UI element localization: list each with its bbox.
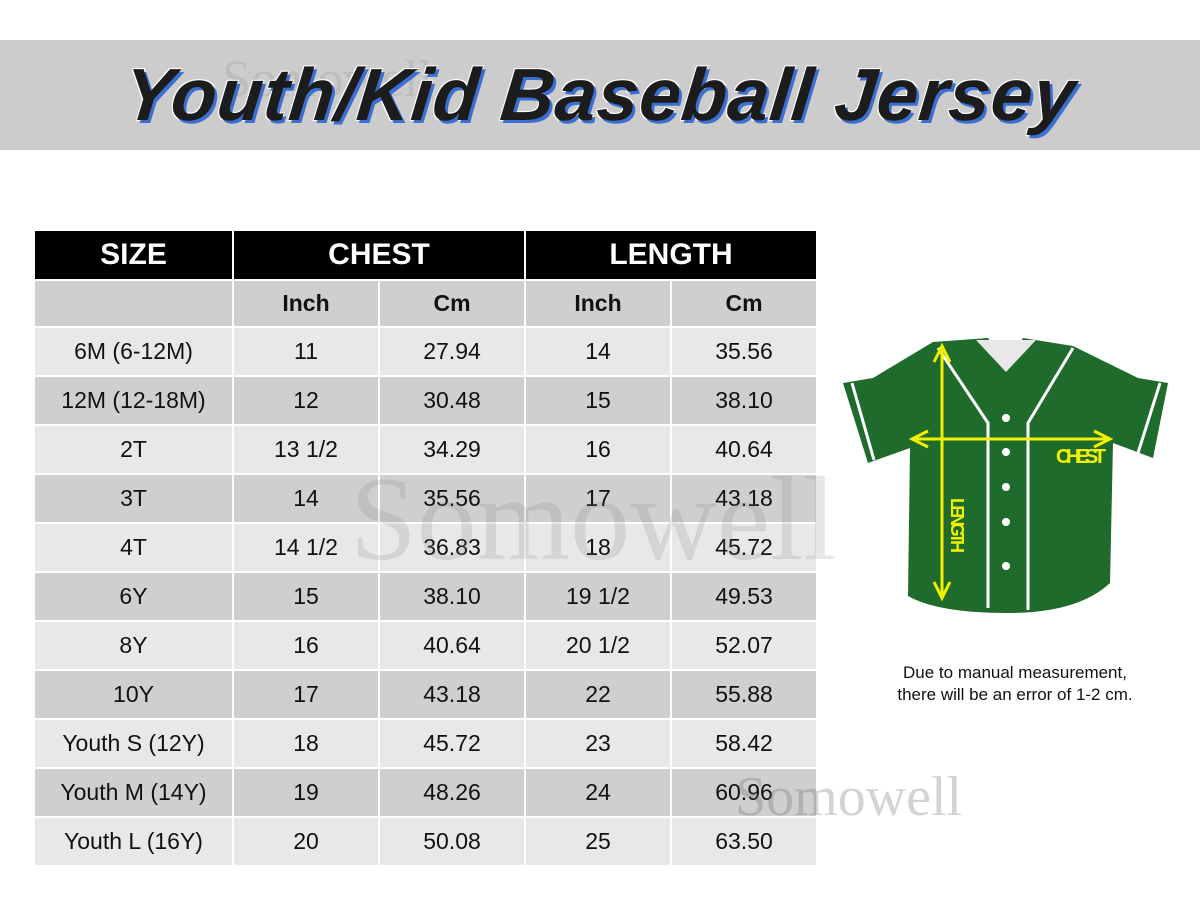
table-row: 4T 14 1/2 36.83 18 45.72 (35, 524, 816, 571)
note-line-2: there will be an error of 1-2 cm. (897, 685, 1133, 704)
length-inch-cell: 16 (526, 426, 670, 473)
table-row: 10Y 17 43.18 22 55.88 (35, 671, 816, 718)
length-inch-cell: 23 (526, 720, 670, 767)
length-inch-cell: 14 (526, 328, 670, 375)
chest-inch-cell: 15 (234, 573, 378, 620)
subheader-cell (35, 281, 232, 326)
chest-cm-cell: 36.83 (380, 524, 524, 571)
jersey-diagram: CHEST LENGTH (843, 338, 1168, 613)
size-cell: 10Y (35, 671, 232, 718)
chest-inch-cell: 17 (234, 671, 378, 718)
length-cm-cell: 60.96 (672, 769, 816, 816)
size-cell: Youth M (14Y) (35, 769, 232, 816)
sleeve-stripe (1136, 382, 1162, 454)
subheader-cell: Inch (234, 281, 378, 326)
note-line-1: Due to manual measurement, (903, 663, 1127, 682)
table-row: Youth L (16Y) 20 50.08 25 63.50 (35, 818, 816, 865)
chest-inch-cell: 20 (234, 818, 378, 865)
size-chart-table: SIZE CHEST LENGTH Inch Cm Inch Cm 6M (6-… (33, 229, 818, 867)
size-cell: 12M (12-18M) (35, 377, 232, 424)
table-row: Youth S (12Y) 18 45.72 23 58.42 (35, 720, 816, 767)
length-cm-cell: 38.10 (672, 377, 816, 424)
chest-inch-cell: 11 (234, 328, 378, 375)
chest-cm-cell: 40.64 (380, 622, 524, 669)
chest-cm-cell: 50.08 (380, 818, 524, 865)
size-cell: 3T (35, 475, 232, 522)
length-inch-cell: 22 (526, 671, 670, 718)
length-cm-cell: 40.64 (672, 426, 816, 473)
subheader-cell: Cm (380, 281, 524, 326)
length-cm-cell: 58.42 (672, 720, 816, 767)
header-size: SIZE (35, 231, 232, 279)
chest-cm-cell: 35.56 (380, 475, 524, 522)
size-cell: 8Y (35, 622, 232, 669)
length-label: LENGTH (947, 498, 967, 553)
chest-inch-cell: 13 1/2 (234, 426, 378, 473)
piping (1026, 347, 1075, 610)
size-cell: 2T (35, 426, 232, 473)
measure-arrows (908, 342, 1114, 602)
length-cm-cell: 45.72 (672, 524, 816, 571)
jersey-body (843, 338, 1168, 613)
chest-inch-cell: 14 1/2 (234, 524, 378, 571)
length-inch-cell: 17 (526, 475, 670, 522)
sleeve-stripe (850, 382, 876, 461)
table-row: 2T 13 1/2 34.29 16 40.64 (35, 426, 816, 473)
size-cell: 6Y (35, 573, 232, 620)
subheader-cell: Inch (526, 281, 670, 326)
table-row: 3T 14 35.56 17 43.18 (35, 475, 816, 522)
chest-cm-cell: 30.48 (380, 377, 524, 424)
table-row: 12M (12-18M) 12 30.48 15 38.10 (35, 377, 816, 424)
header-length: LENGTH (526, 231, 816, 279)
header-chest: CHEST (234, 231, 524, 279)
collar (976, 340, 1036, 372)
chest-label: CHEST (1056, 446, 1106, 468)
table-row: 6M (6-12M) 11 27.94 14 35.56 (35, 328, 816, 375)
size-cell: Youth S (12Y) (35, 720, 232, 767)
chest-cm-cell: 27.94 (380, 328, 524, 375)
table-row: 8Y 16 40.64 20 1/2 52.07 (35, 622, 816, 669)
page-title: Youth/Kid Baseball Jersey (119, 53, 1081, 136)
length-cm-cell: 63.50 (672, 818, 816, 865)
piping (936, 347, 990, 608)
length-inch-cell: 15 (526, 377, 670, 424)
chest-cm-cell: 48.26 (380, 769, 524, 816)
chest-cm-cell: 38.10 (380, 573, 524, 620)
chest-inch-cell: 14 (234, 475, 378, 522)
length-inch-cell: 18 (526, 524, 670, 571)
length-cm-cell: 52.07 (672, 622, 816, 669)
measurement-note: Due to manual measurement, there will be… (850, 662, 1180, 706)
subheader-row: Inch Cm Inch Cm (35, 281, 816, 326)
title-banner (0, 40, 1200, 150)
chest-inch-cell: 18 (234, 720, 378, 767)
chest-cm-cell: 43.18 (380, 671, 524, 718)
length-inch-cell: 20 1/2 (526, 622, 670, 669)
header-row: SIZE CHEST LENGTH (35, 231, 816, 279)
buttons (1002, 414, 1010, 570)
length-cm-cell: 35.56 (672, 328, 816, 375)
chest-cm-cell: 45.72 (380, 720, 524, 767)
table-row: 6Y 15 38.10 19 1/2 49.53 (35, 573, 816, 620)
size-cell: 4T (35, 524, 232, 571)
length-cm-cell: 55.88 (672, 671, 816, 718)
length-inch-cell: 24 (526, 769, 670, 816)
subheader-cell: Cm (672, 281, 816, 326)
table-row: Youth M (14Y) 19 48.26 24 60.96 (35, 769, 816, 816)
length-cm-cell: 49.53 (672, 573, 816, 620)
size-cell: 6M (6-12M) (35, 328, 232, 375)
chest-inch-cell: 16 (234, 622, 378, 669)
size-cell: Youth L (16Y) (35, 818, 232, 865)
chest-inch-cell: 12 (234, 377, 378, 424)
length-inch-cell: 25 (526, 818, 670, 865)
length-cm-cell: 43.18 (672, 475, 816, 522)
chest-inch-cell: 19 (234, 769, 378, 816)
length-inch-cell: 19 1/2 (526, 573, 670, 620)
chest-cm-cell: 34.29 (380, 426, 524, 473)
